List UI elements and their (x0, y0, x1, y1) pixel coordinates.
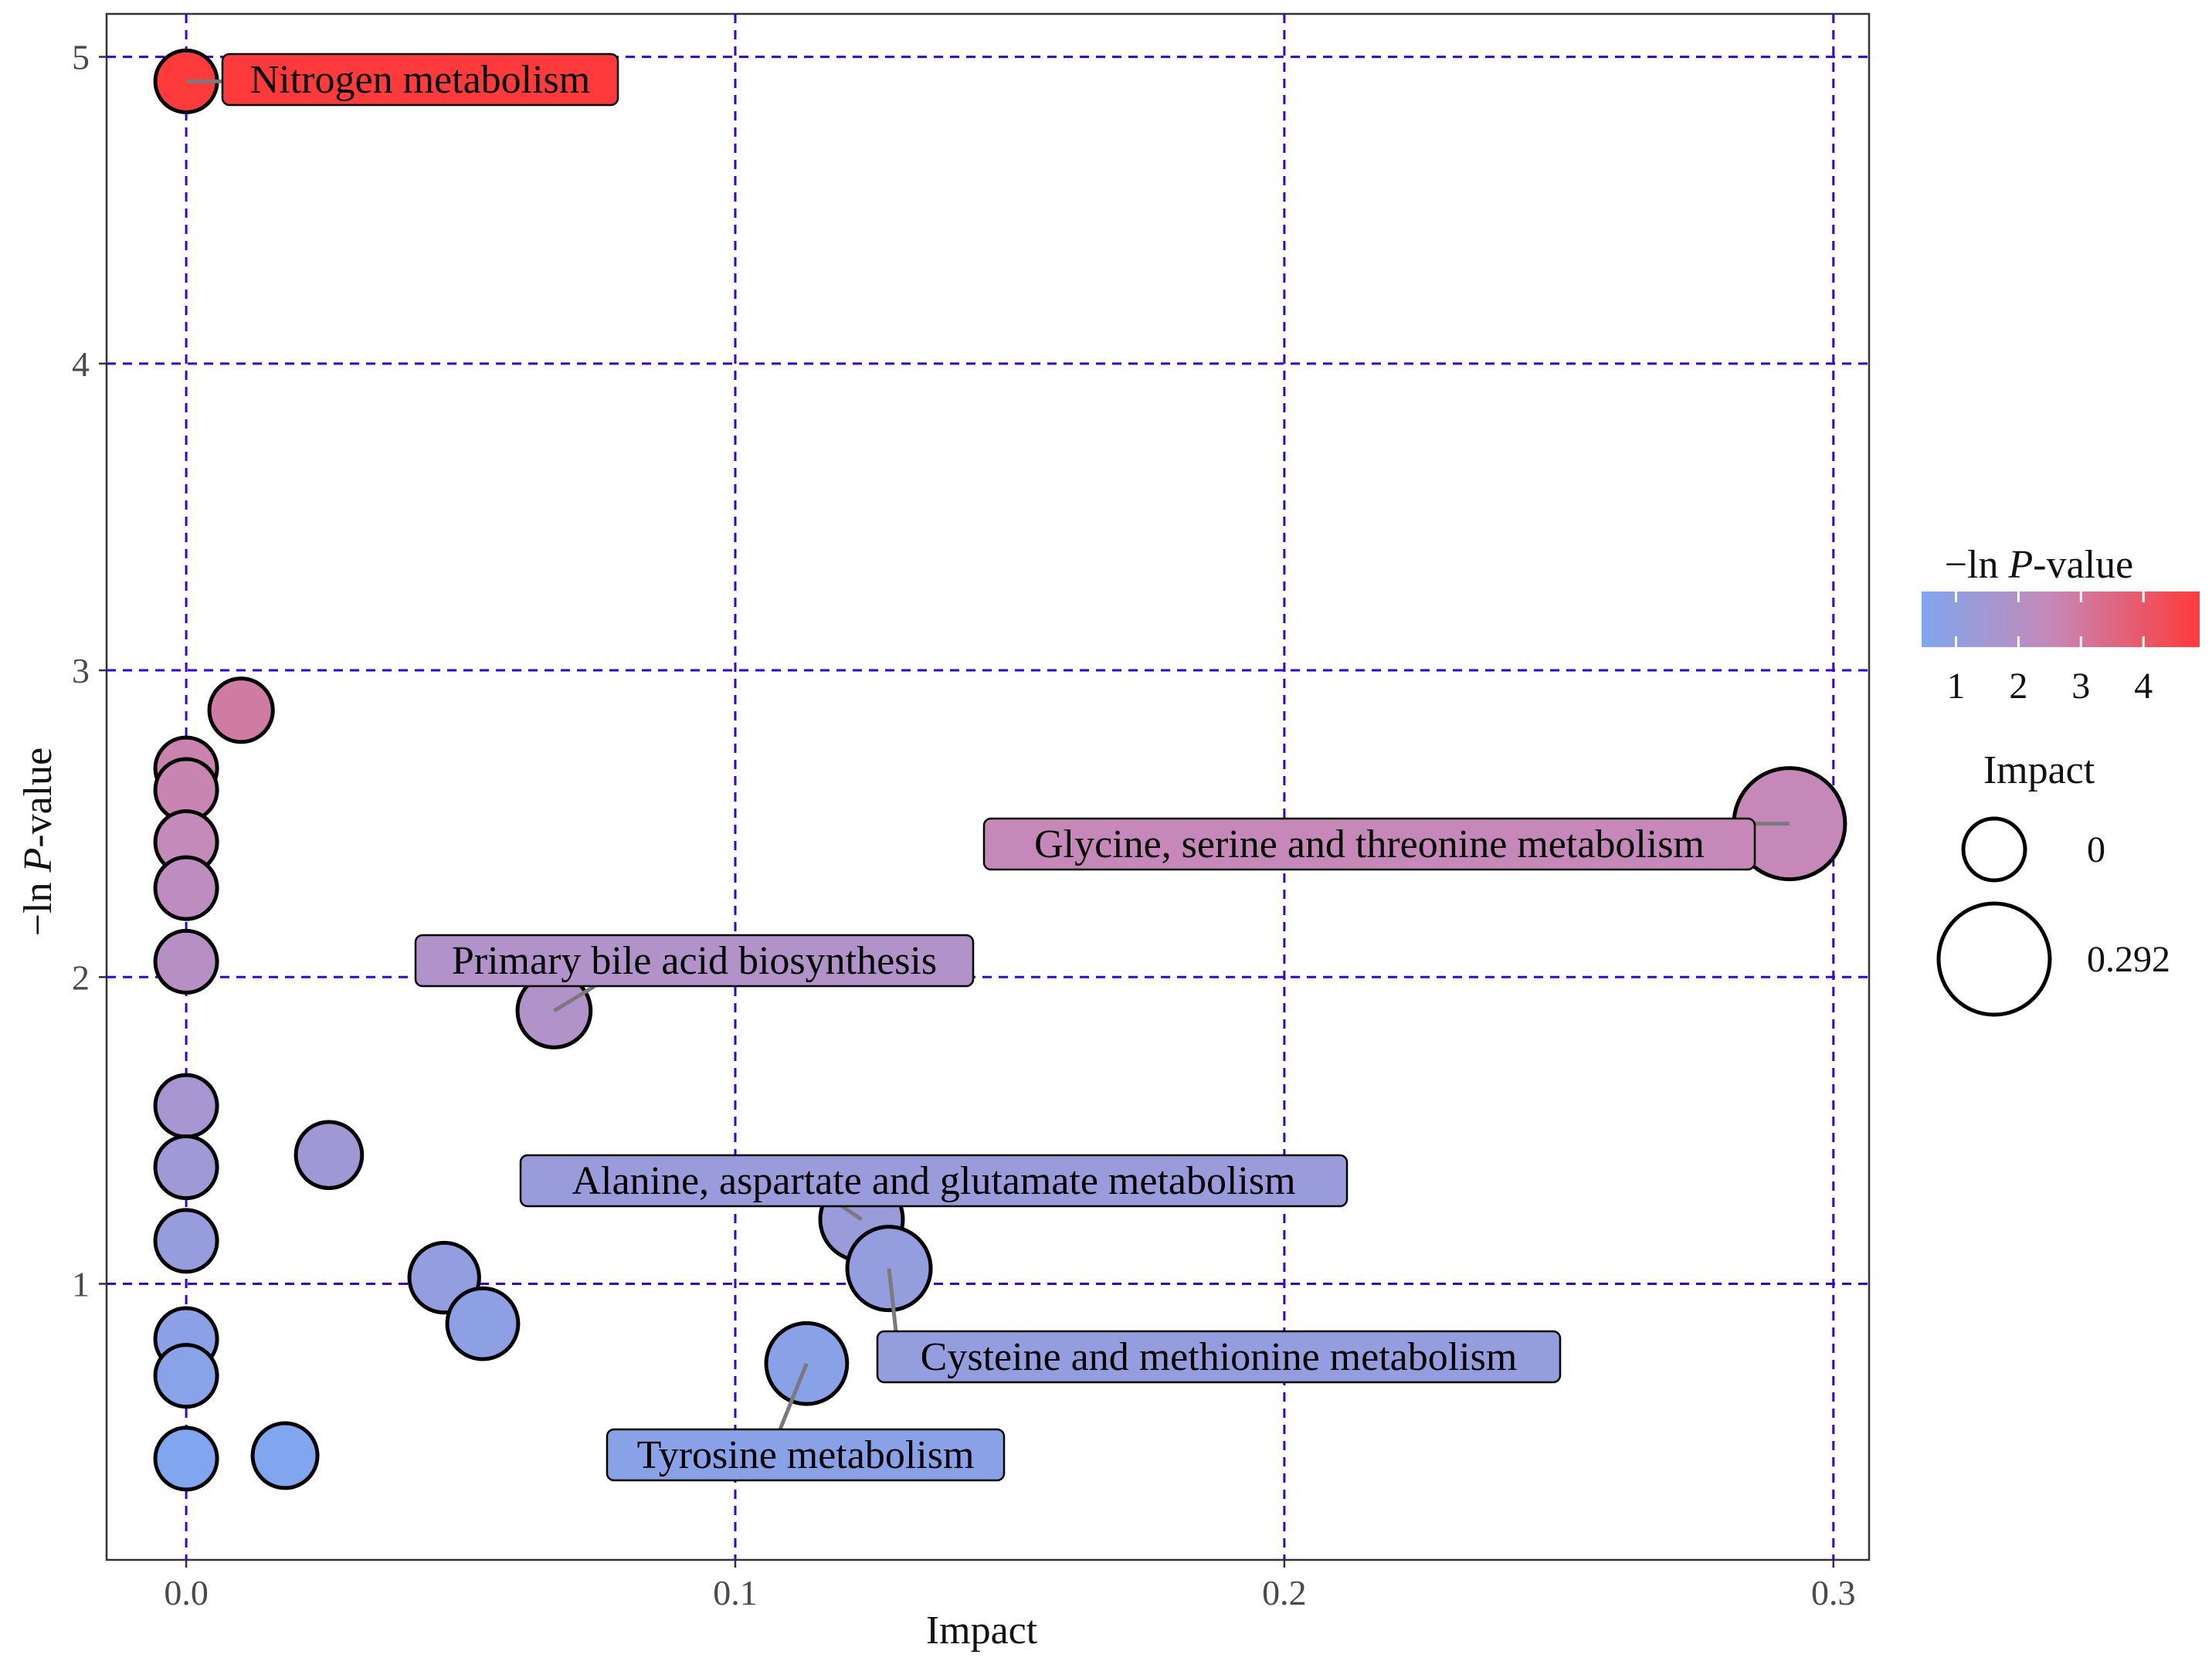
annotation-box (982, 817, 1756, 871)
annotation-leader (778, 1362, 809, 1430)
size-legend-label: 0.292 (2087, 939, 2170, 980)
annotation-leader (887, 1268, 898, 1332)
size-legend-entries: 0 0.292 (1936, 816, 2170, 1017)
colorbar-tick-label: 3 (2071, 666, 2090, 707)
annotation-label: Glycine, serine and threonine metabolism (1034, 822, 1705, 866)
annotation-label: Nitrogen metabolism (250, 58, 590, 102)
colorbar (1922, 592, 2200, 647)
x-tick-label: 0.1 (713, 1573, 758, 1612)
data-point (207, 676, 275, 744)
annotation-box (414, 934, 975, 988)
data-point (153, 1343, 219, 1409)
annotation-leader (840, 1204, 863, 1222)
data-points (153, 48, 1847, 1492)
data-point (250, 1421, 320, 1490)
data-point (153, 1426, 219, 1492)
x-tick-label: 0.0 (164, 1573, 209, 1612)
annotation-box (606, 1428, 1006, 1482)
data-point (153, 1073, 219, 1139)
x-tick-label: 0.3 (1811, 1573, 1856, 1612)
annotation-box (221, 53, 619, 107)
annotation-label: Primary bile acid biosynthesis (452, 939, 937, 983)
colorbar-ticks: 1 2 3 4 (1946, 592, 2153, 707)
x-axis-title: Impact (926, 1609, 1038, 1653)
legend: −ln P-value 1 2 3 4 Impact 0 0.292 (1922, 543, 2200, 1017)
annotation-leader (553, 984, 596, 1013)
size-legend-title: Impact (1983, 748, 2095, 792)
y-tick-label: 2 (72, 958, 90, 997)
y-tick-label: 3 (72, 651, 90, 690)
data-point (153, 928, 219, 995)
colorbar-tick-label: 1 (1946, 666, 1965, 707)
y-axis-title: −ln P-value (16, 748, 60, 936)
data-point (153, 1208, 219, 1274)
x-tick-label: 0.2 (1262, 1573, 1307, 1612)
data-point (153, 855, 219, 921)
annotation-box (519, 1154, 1349, 1208)
colorbar-tick-label: 2 (2009, 666, 2027, 707)
data-point (293, 1120, 365, 1191)
y-tick-label: 1 (72, 1265, 90, 1304)
annotation-label: Alanine, aspartate and glutamate metabol… (572, 1159, 1295, 1203)
color-legend-title: −ln P-value (1945, 543, 2133, 587)
annotation-box (876, 1330, 1562, 1384)
annotation-label: Cysteine and methionine metabolism (921, 1335, 1518, 1379)
size-legend-circle (1961, 816, 2027, 883)
y-tick-label: 5 (72, 38, 90, 77)
annotation-label: Tyrosine metabolism (637, 1433, 975, 1477)
colorbar-tick-label: 4 (2134, 666, 2153, 707)
x-axis-ticks: 0.0 0.1 0.2 0.3 (164, 1560, 1856, 1612)
y-axis-ticks: 1 2 3 4 5 (72, 38, 107, 1304)
size-legend-circle (1936, 901, 2052, 1017)
data-point (445, 1286, 521, 1361)
data-point (153, 1134, 219, 1201)
y-tick-label: 4 (72, 344, 90, 384)
data-annotations: Nitrogen metabolism Glycine, serine and t… (186, 53, 1790, 1482)
size-legend-label: 0 (2087, 829, 2105, 870)
plot-panel (105, 12, 1871, 1561)
